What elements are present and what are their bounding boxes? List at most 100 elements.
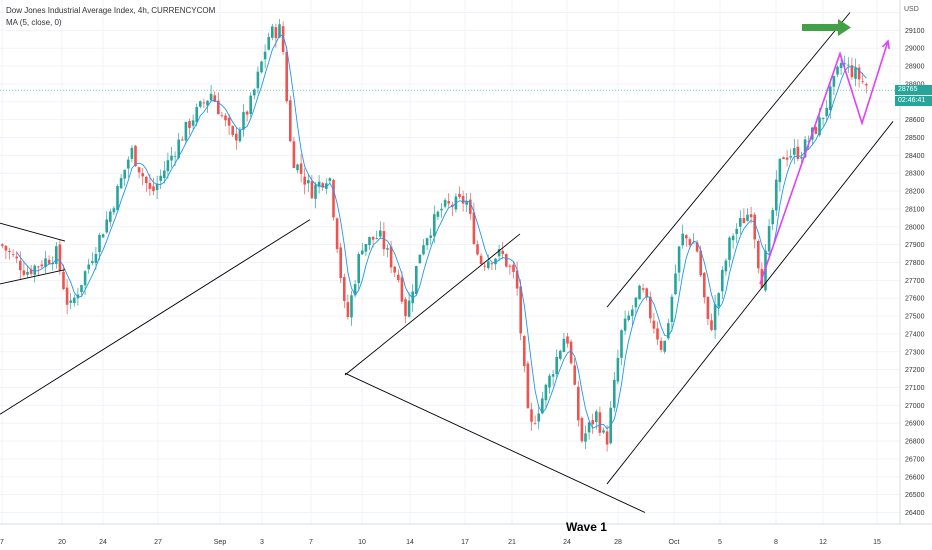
- candle-body: [404, 299, 407, 317]
- time-axis[interactable]: 7 20 24 27 Sep 3 7 10 14 17 21 24 28 Oct 5 8 12 15: [0, 523, 932, 550]
- candle-body: [645, 288, 648, 298]
- candle-body: [620, 330, 623, 358]
- candle-body: [303, 176, 306, 185]
- y-tick-label: 27500: [905, 314, 925, 321]
- candle-body: [357, 254, 360, 284]
- x-tick-label: 14: [406, 539, 414, 546]
- candle-body: [353, 284, 357, 296]
- candle-body: [429, 235, 432, 238]
- y-tick-label: 26500: [905, 492, 925, 499]
- candle-body: [335, 218, 339, 250]
- green-arrow-icon: [802, 19, 851, 36]
- y-tick-label: 27200: [905, 367, 925, 374]
- candle-body: [789, 156, 792, 158]
- candle-body: [569, 341, 573, 364]
- y-tick-label: 27400: [905, 331, 925, 338]
- x-tick-label: 7: [0, 539, 4, 546]
- candle-body: [65, 287, 69, 305]
- candle-body: [663, 340, 666, 352]
- candle-body: [235, 133, 238, 141]
- candle-body: [44, 258, 47, 267]
- candle-body: [393, 266, 396, 273]
- candle-body: [832, 75, 836, 87]
- candle-body: [778, 158, 782, 183]
- candle-body: [19, 260, 22, 271]
- candle-body: [505, 254, 508, 267]
- candle-body: [271, 26, 274, 38]
- candle-body: [649, 296, 652, 319]
- y-tick-label: 27300: [905, 349, 925, 356]
- candle-body: [713, 304, 717, 330]
- candle-body: [422, 245, 425, 255]
- x-tick-label: 24: [563, 539, 571, 546]
- candle-body: [191, 120, 195, 126]
- candle-body: [631, 309, 634, 316]
- candle-body: [843, 63, 846, 65]
- candle-body: [364, 244, 368, 252]
- candle-body: [634, 297, 638, 308]
- candle-body: [105, 219, 108, 233]
- candle-body: [440, 208, 443, 211]
- candle-body: [350, 295, 353, 318]
- candle-body: [724, 260, 728, 272]
- candle-body: [361, 250, 364, 255]
- candle-body: [458, 193, 461, 198]
- candle-body: [267, 36, 270, 50]
- candle-body: [595, 411, 598, 423]
- y-tick-label: 28200: [905, 189, 925, 196]
- candle-body: [764, 250, 767, 291]
- candle-body: [397, 274, 400, 281]
- y-tick-label: 28300: [905, 171, 925, 178]
- candle-body: [627, 315, 630, 320]
- candle-body: [739, 218, 742, 227]
- candle-body: [425, 238, 429, 246]
- candle-body: [616, 357, 620, 382]
- x-tick-label: 15: [873, 539, 881, 546]
- price-axis[interactable]: USD 26400 26500 26600 26700 26800 26900 27000 27…: [899, 0, 932, 550]
- candle-body: [112, 208, 116, 213]
- candle-body: [469, 199, 472, 214]
- y-tick-label: 28000: [905, 224, 925, 231]
- candle-body: [166, 160, 170, 172]
- candle-body: [767, 226, 771, 252]
- candle-body: [818, 117, 821, 136]
- y-tick-label: 29100: [905, 28, 925, 35]
- candle-body: [184, 121, 188, 141]
- candle-body: [227, 117, 231, 126]
- candle-body: [188, 121, 191, 128]
- candle-body: [91, 261, 94, 263]
- candle-body: [821, 117, 825, 119]
- candle-body: [375, 238, 378, 239]
- projection-line: [759, 40, 889, 285]
- candle-body: [98, 235, 101, 252]
- candle-body: [566, 336, 569, 344]
- candle-body: [145, 176, 148, 184]
- candle-body: [224, 115, 227, 121]
- candle-body: [670, 296, 674, 323]
- candle-body: [519, 286, 522, 334]
- candle-body: [562, 338, 566, 353]
- candle-body: [559, 350, 562, 359]
- candle-body: [717, 293, 720, 307]
- candle-body: [123, 169, 126, 179]
- candle-body: [195, 107, 198, 123]
- candle-body: [530, 409, 533, 422]
- trend-line: [606, 12, 851, 308]
- candle-body: [11, 254, 15, 256]
- candle-body: [33, 265, 36, 275]
- candle-body: [249, 95, 252, 114]
- current-price-tag: 28765: [895, 85, 932, 96]
- x-tick-label: 24: [99, 539, 107, 546]
- candle-body: [681, 233, 684, 246]
- candle-body: [605, 431, 609, 445]
- candle-body: [1, 244, 4, 246]
- candle-body: [37, 266, 40, 268]
- candle-body: [850, 65, 854, 78]
- candle-body: [58, 244, 62, 271]
- candle-body: [328, 178, 332, 181]
- candle-body: [83, 271, 87, 286]
- candle-body: [29, 269, 33, 274]
- candle-body: [695, 242, 699, 252]
- candle-body: [407, 300, 411, 317]
